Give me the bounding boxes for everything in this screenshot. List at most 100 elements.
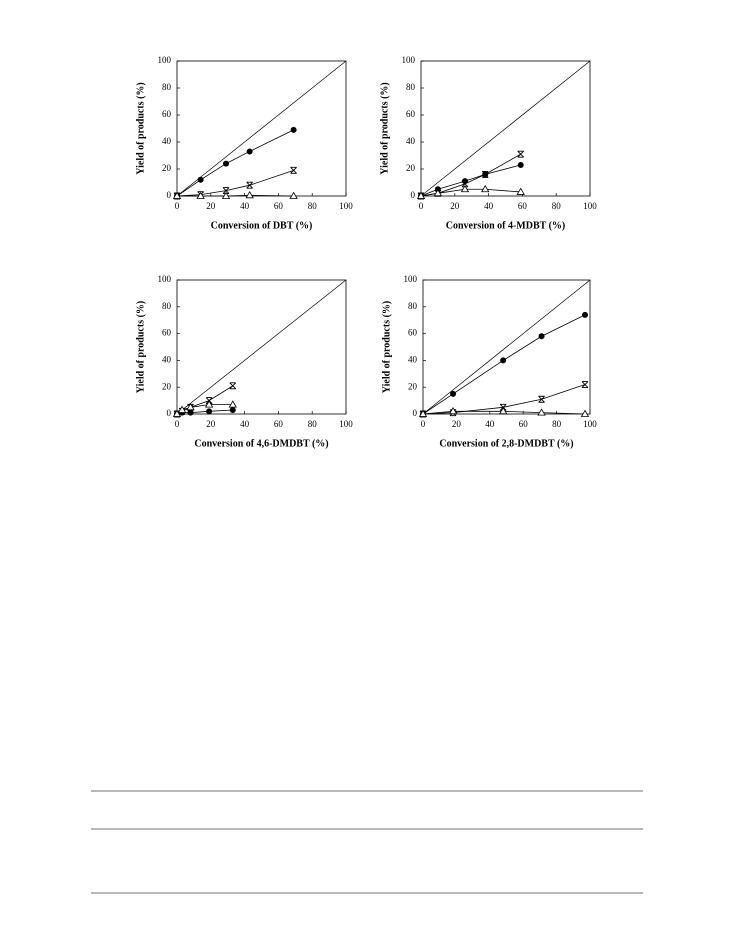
point [204, 400, 214, 408]
y-tick-label: 60 [162, 328, 172, 338]
series-line [176, 169, 294, 197]
y-tick-label: 40 [408, 354, 418, 364]
point [221, 191, 231, 199]
point [581, 381, 589, 388]
series-line [422, 314, 586, 415]
x-tick-label: 40 [240, 419, 250, 429]
point [246, 181, 253, 189]
x-tick-label: 60 [519, 419, 529, 429]
point [416, 191, 426, 199]
point [418, 409, 428, 417]
point [228, 400, 237, 408]
point [537, 408, 546, 416]
y-tick-label: 60 [408, 328, 418, 338]
x-tick-label: 100 [583, 419, 597, 429]
point [290, 126, 297, 133]
plot-frame [176, 60, 347, 197]
point [581, 311, 588, 318]
point [172, 191, 182, 199]
x-tick-label: 40 [485, 419, 495, 429]
point [461, 180, 469, 188]
point [481, 170, 489, 178]
point [196, 191, 205, 199]
reference-diagonal [176, 279, 347, 415]
y-tick-label: 0 [413, 408, 418, 418]
point [177, 405, 187, 413]
point [538, 395, 545, 403]
point [229, 406, 236, 413]
x-tick-label: 0 [421, 419, 426, 429]
y-tick-label: 80 [408, 301, 418, 311]
y-tick-label: 0 [411, 190, 416, 200]
reference-diagonal [420, 60, 591, 197]
reference-diagonal [422, 279, 591, 415]
x-axis-label: Conversion of DBT (%) [211, 220, 313, 231]
x-tick-label: 80 [552, 419, 562, 429]
y-tick-label: 20 [406, 163, 416, 173]
point [460, 184, 470, 193]
x-tick-label: 80 [552, 201, 562, 211]
point [229, 382, 237, 390]
chart: 0 20 40 60 80 100 0 20 40 60 80 100 Conversion of 4,… [135, 274, 353, 449]
y-tick-label: 40 [162, 136, 172, 146]
point [517, 150, 525, 158]
point [498, 407, 508, 415]
point [517, 161, 524, 168]
x-tick-label: 80 [308, 419, 318, 429]
plot-frame [176, 279, 347, 415]
y-tick-label: 20 [408, 381, 418, 391]
y-tick-label: 60 [162, 109, 172, 119]
x-tick-label: 80 [308, 201, 318, 211]
point [500, 357, 507, 364]
y-tick-label: 100 [402, 55, 416, 65]
x-tick-label: 0 [175, 201, 180, 211]
y-tick-label: 0 [167, 408, 172, 418]
point [223, 160, 230, 167]
x-tick-label: 20 [206, 419, 216, 429]
point [290, 166, 297, 174]
x-tick-label: 60 [274, 419, 284, 429]
chart: 0 20 40 60 80 100 0 20 40 60 80 100 Conversion of 4-… [379, 55, 597, 231]
x-tick-label: 100 [583, 201, 597, 211]
series-line [176, 129, 294, 197]
point [481, 184, 490, 193]
y-axis-label: Yield of products (%) [135, 82, 146, 175]
y-tick-label: 0 [167, 190, 172, 200]
y-tick-label: 80 [162, 82, 172, 92]
x-axis-label: Conversion of 4,6-DMDBT (%) [194, 438, 328, 449]
x-tick-label: 40 [240, 201, 250, 211]
y-tick-label: 100 [158, 55, 172, 65]
x-axis-label: Conversion of 4-MDBT (%) [446, 220, 566, 231]
point [186, 403, 195, 411]
plot-frame [420, 60, 591, 197]
point [187, 409, 194, 416]
y-tick-label: 20 [162, 163, 172, 173]
point [172, 409, 182, 417]
series-line [177, 194, 294, 197]
x-tick-label: 0 [175, 419, 180, 429]
point [450, 390, 457, 397]
point [580, 409, 590, 417]
x-tick-label: 40 [484, 201, 494, 211]
reference-diagonal [176, 60, 347, 197]
y-tick-label: 80 [406, 82, 416, 92]
point [197, 176, 204, 183]
x-tick-label: 20 [450, 201, 460, 211]
series-line [176, 385, 233, 415]
x-tick-label: 100 [339, 419, 353, 429]
point [222, 187, 230, 195]
y-tick-label: 100 [158, 274, 172, 284]
y-tick-label: 20 [162, 381, 172, 391]
y-tick-label: 60 [406, 109, 416, 119]
x-tick-label: 20 [206, 201, 216, 211]
point [448, 407, 458, 415]
point [246, 148, 253, 155]
chart: 0 20 40 60 80 100 0 20 40 60 80 100 Conversion of DB… [135, 55, 353, 231]
x-tick-label: 60 [274, 201, 284, 211]
point [516, 187, 525, 195]
y-tick-label: 80 [162, 301, 172, 311]
point [538, 333, 545, 340]
point [433, 189, 443, 197]
y-axis-label: Yield of products (%) [135, 301, 146, 394]
